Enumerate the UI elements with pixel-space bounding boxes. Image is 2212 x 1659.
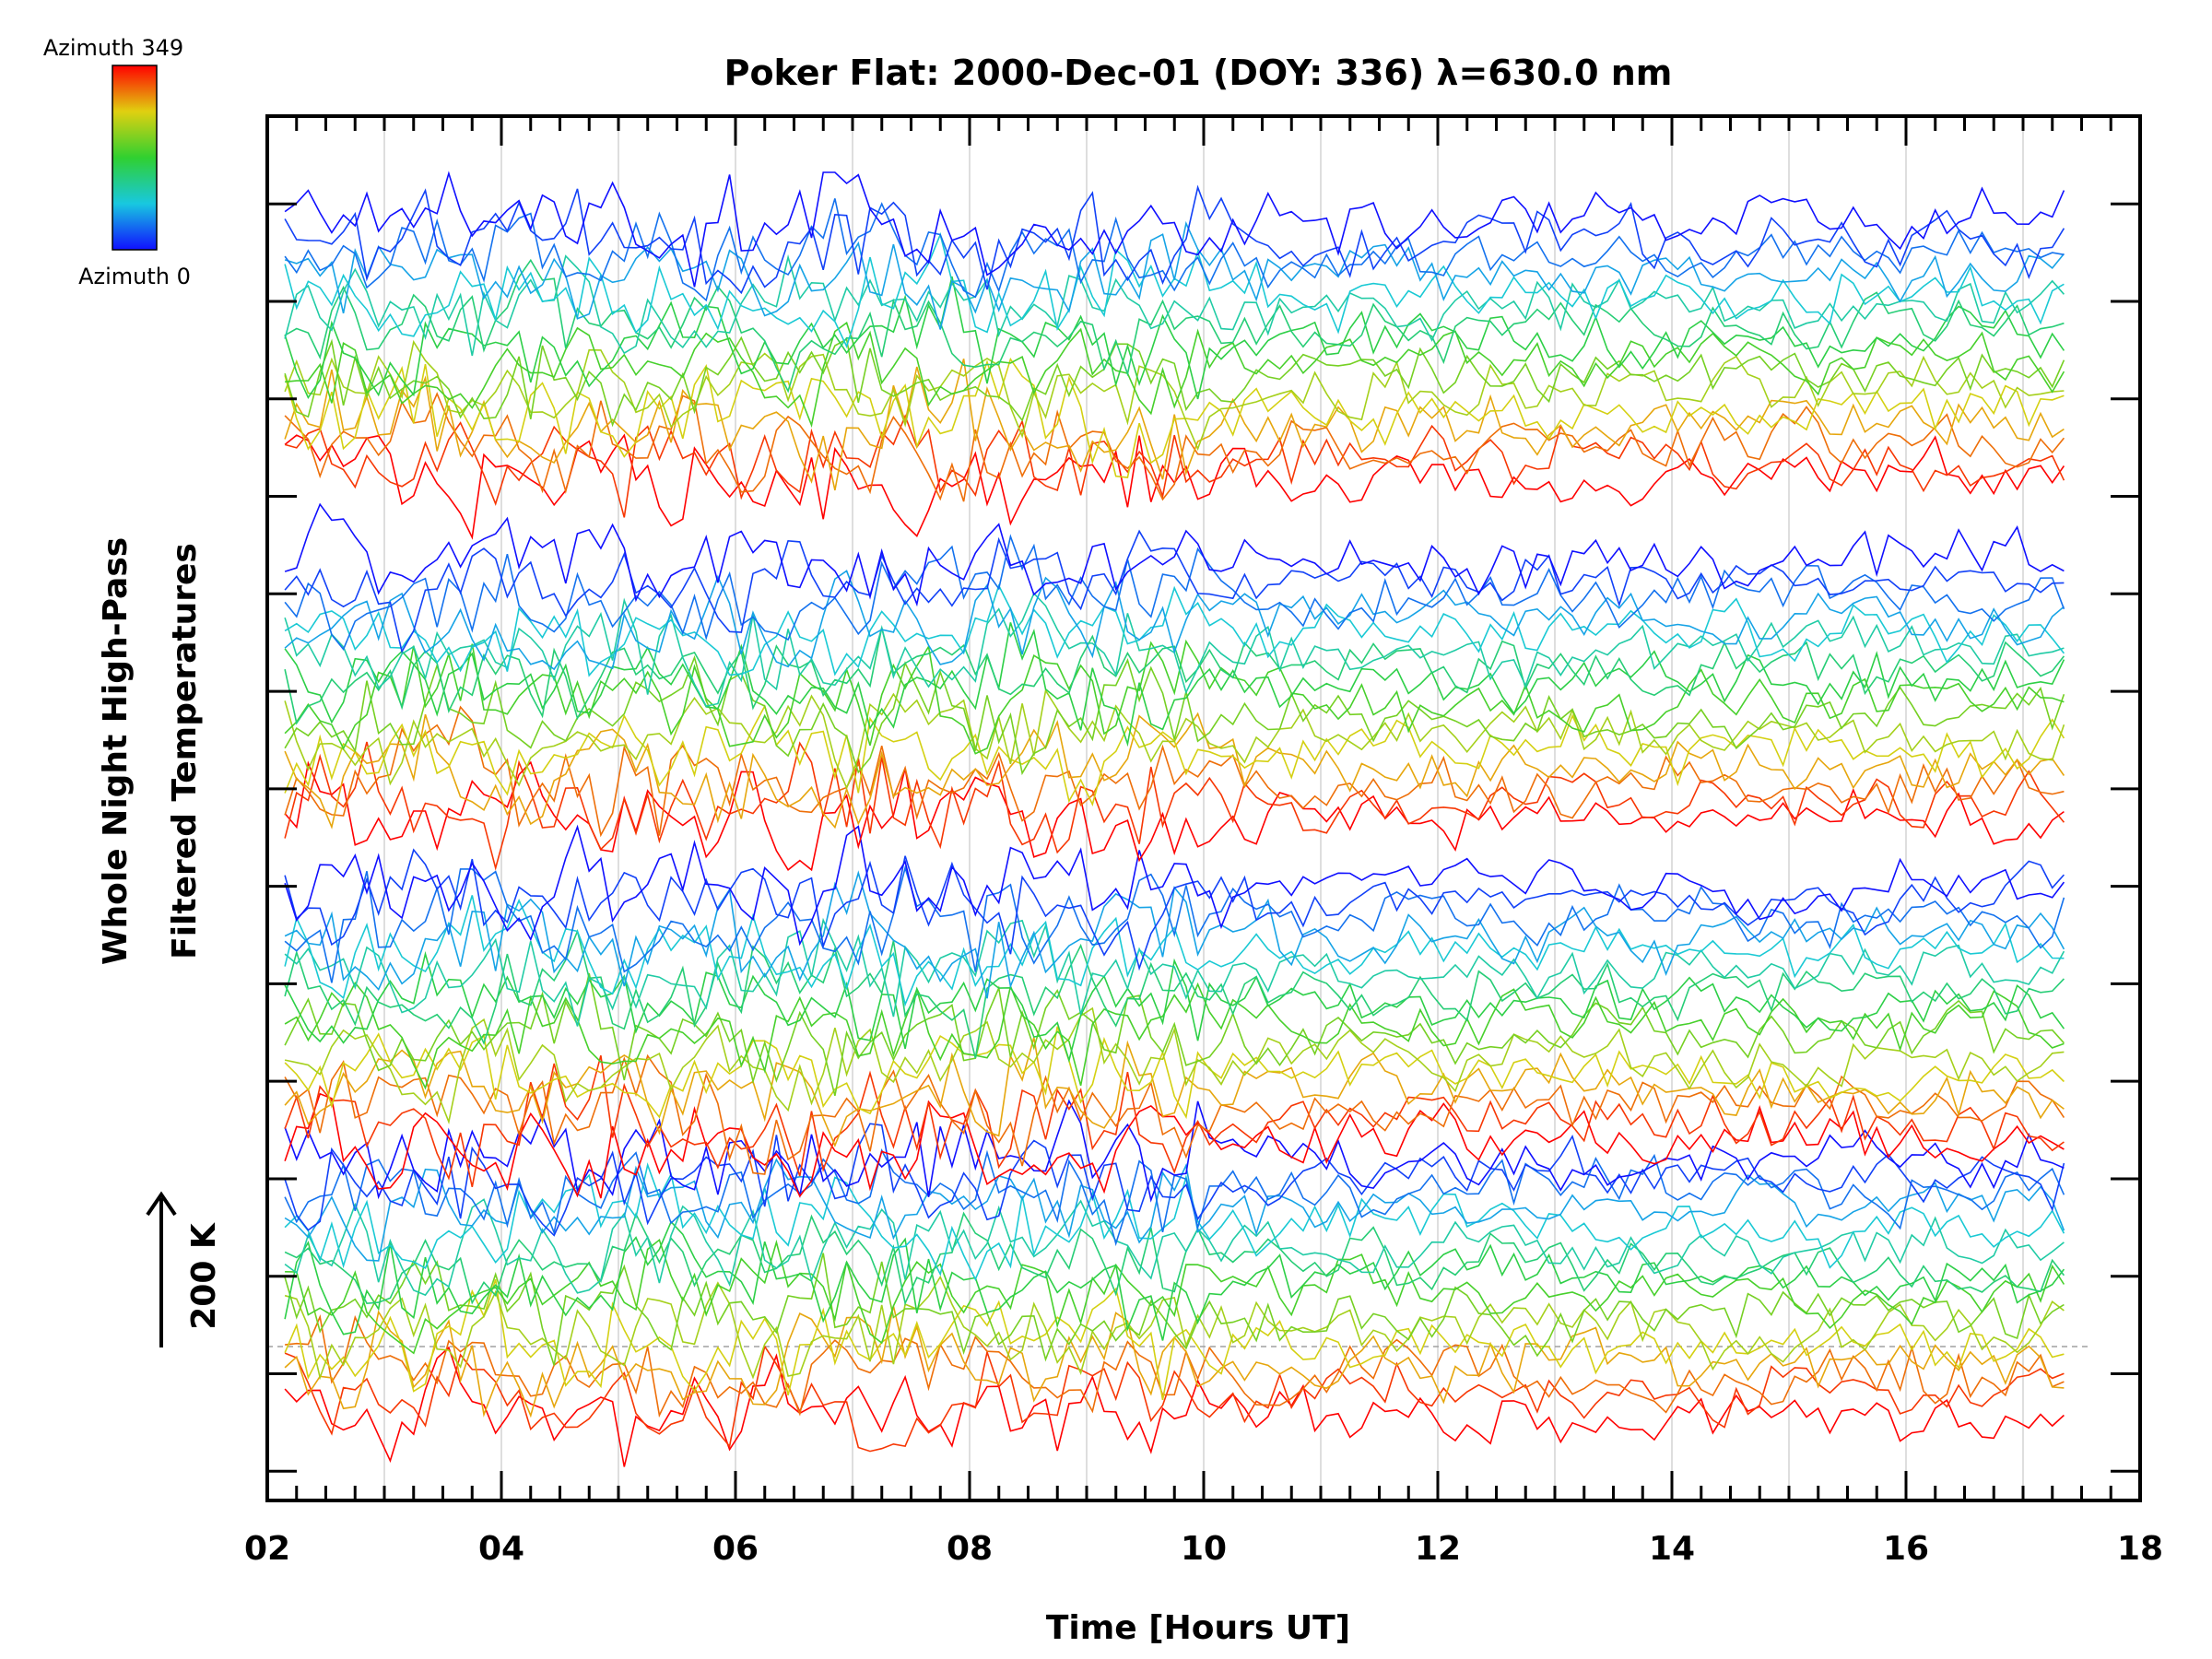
azimuth-trace bbox=[284, 1198, 2065, 1297]
y-axis-label-line2: Filtered Temperatures bbox=[166, 543, 204, 959]
data-traces bbox=[284, 171, 2065, 1467]
y-axis-label-line1: Whole Night High-Pass bbox=[97, 537, 135, 965]
chart-title: Poker Flat: 2000-Dec-01 (DOY: 336) λ=630… bbox=[724, 53, 1673, 93]
colorbar-top-label: Azimuth 349 bbox=[43, 35, 183, 61]
scale-indicator: 200 K bbox=[146, 1191, 223, 1347]
azimuth-trace bbox=[284, 1123, 2065, 1237]
azimuth-trace bbox=[284, 627, 2065, 725]
azimuth-trace bbox=[284, 220, 2065, 330]
azimuth-trace bbox=[284, 928, 2065, 1059]
azimuth-trace bbox=[284, 502, 2065, 607]
x-tick-label: 04 bbox=[478, 1530, 524, 1568]
azimuth-trace bbox=[284, 1220, 2065, 1341]
azimuth-trace bbox=[285, 1314, 2065, 1418]
azimuth-trace bbox=[284, 705, 2065, 838]
azimuth-trace bbox=[284, 895, 2065, 1007]
scale-label: 200 K bbox=[185, 1222, 223, 1330]
x-tick-label: 06 bbox=[712, 1530, 759, 1568]
x-tick-label: 18 bbox=[2117, 1530, 2163, 1568]
azimuth-trace bbox=[284, 392, 2065, 502]
azimuth-trace bbox=[284, 712, 2065, 830]
azimuth-trace bbox=[284, 848, 2065, 971]
azimuth-trace bbox=[284, 357, 2065, 478]
azimuth-trace bbox=[284, 171, 2065, 288]
azimuth-trace bbox=[284, 1026, 2065, 1120]
azimuth-trace bbox=[284, 1006, 2065, 1125]
azimuth-trace bbox=[284, 622, 2065, 747]
azimuth-trace bbox=[284, 414, 2065, 518]
azimuth-trace bbox=[284, 824, 2065, 947]
azimuth-trace bbox=[284, 741, 2065, 871]
azimuth-trace bbox=[284, 359, 2065, 491]
azimuth-trace bbox=[284, 950, 2065, 1064]
grid-lines bbox=[383, 116, 2024, 1500]
azimuth-trace bbox=[284, 1053, 2065, 1175]
azimuth-trace bbox=[284, 639, 2065, 755]
axis-ticks bbox=[265, 116, 2142, 1500]
colorbar bbox=[112, 65, 158, 251]
azimuth-trace bbox=[284, 184, 2065, 295]
azimuth-trace bbox=[284, 917, 2065, 1027]
azimuth-trace bbox=[284, 339, 2065, 452]
azimuth-trace bbox=[284, 1037, 2065, 1147]
azimuth-trace bbox=[284, 258, 2065, 394]
azimuth-trace bbox=[284, 981, 2065, 1090]
x-axis-label: Time [Hours UT] bbox=[1046, 1609, 1350, 1647]
colorbar-legend: Azimuth 349 Azimuth 0 bbox=[43, 35, 191, 289]
azimuth-trace bbox=[284, 198, 2065, 302]
azimuth-trace bbox=[284, 688, 2065, 790]
azimuth-trace bbox=[284, 1275, 2065, 1381]
x-tick-label: 14 bbox=[1649, 1530, 1695, 1568]
azimuth-trace bbox=[284, 534, 2065, 651]
azimuth-trace bbox=[284, 1054, 2065, 1187]
azimuth-trace bbox=[284, 335, 2065, 428]
azimuth-trace bbox=[284, 570, 2065, 671]
azimuth-trace bbox=[284, 1253, 2065, 1366]
azimuth-trace bbox=[284, 654, 2065, 776]
x-tick-label: 12 bbox=[1415, 1530, 1461, 1568]
x-tick-label: 16 bbox=[1883, 1530, 1929, 1568]
azimuth-trace bbox=[284, 1305, 2065, 1418]
azimuth-trace bbox=[284, 1278, 2065, 1401]
azimuth-trace bbox=[284, 1092, 2065, 1199]
x-tick-labels: 02 04 06 08 10 12 14 16 18 bbox=[244, 1530, 2163, 1568]
x-tick-label: 02 bbox=[244, 1530, 290, 1568]
scale-arrow-icon bbox=[146, 1191, 177, 1217]
azimuth-trace bbox=[284, 1344, 2065, 1453]
azimuth-trace bbox=[284, 1162, 2065, 1281]
colorbar-bottom-label: Azimuth 0 bbox=[78, 264, 191, 289]
x-tick-label: 08 bbox=[947, 1530, 993, 1568]
azimuth-trace bbox=[285, 1238, 2065, 1355]
azimuth-trace bbox=[284, 276, 2065, 400]
azimuth-trace bbox=[284, 253, 2065, 357]
x-tick-label: 10 bbox=[1181, 1530, 1227, 1568]
azimuth-trace bbox=[285, 321, 2065, 429]
azimuth-trace bbox=[284, 583, 2065, 677]
azimuth-trace bbox=[284, 1211, 2065, 1306]
azimuth-trace bbox=[284, 1346, 2065, 1467]
azimuth-trace bbox=[284, 760, 2065, 872]
